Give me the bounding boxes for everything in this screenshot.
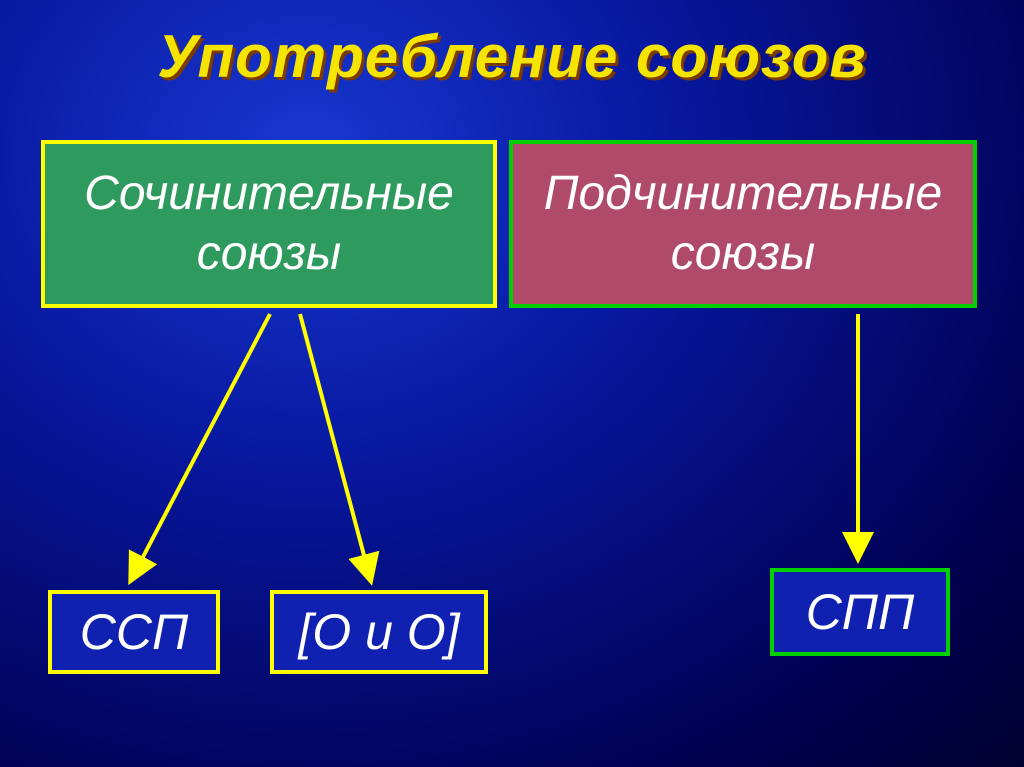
box-right-line1: Подчинительные: [544, 167, 942, 220]
box-left-line1: Сочинительные: [84, 167, 454, 220]
box-right-line2: союзы: [671, 227, 815, 280]
arrow-to-ssp: [132, 314, 270, 578]
title-text: Употребление союзов: [157, 23, 866, 90]
page-title: Употребление союзов: [0, 22, 1024, 91]
arrow-to-o-i-o: [300, 314, 370, 578]
box-subordinating: Подчинительные союзы: [509, 140, 977, 308]
box-left-line2: союзы: [197, 227, 341, 280]
box-ssp: ССП: [48, 590, 220, 674]
box-ssp-text: ССП: [80, 603, 188, 661]
box-o-i-o-text: [О и О]: [298, 603, 459, 661]
box-coordinating-text: Сочинительные союзы: [84, 164, 454, 284]
box-coordinating: Сочинительные союзы: [41, 140, 497, 308]
box-spp-text: СПП: [806, 583, 915, 641]
box-spp: СПП: [770, 568, 950, 656]
box-subordinating-text: Подчинительные союзы: [544, 164, 942, 284]
box-o-i-o: [О и О]: [270, 590, 488, 674]
